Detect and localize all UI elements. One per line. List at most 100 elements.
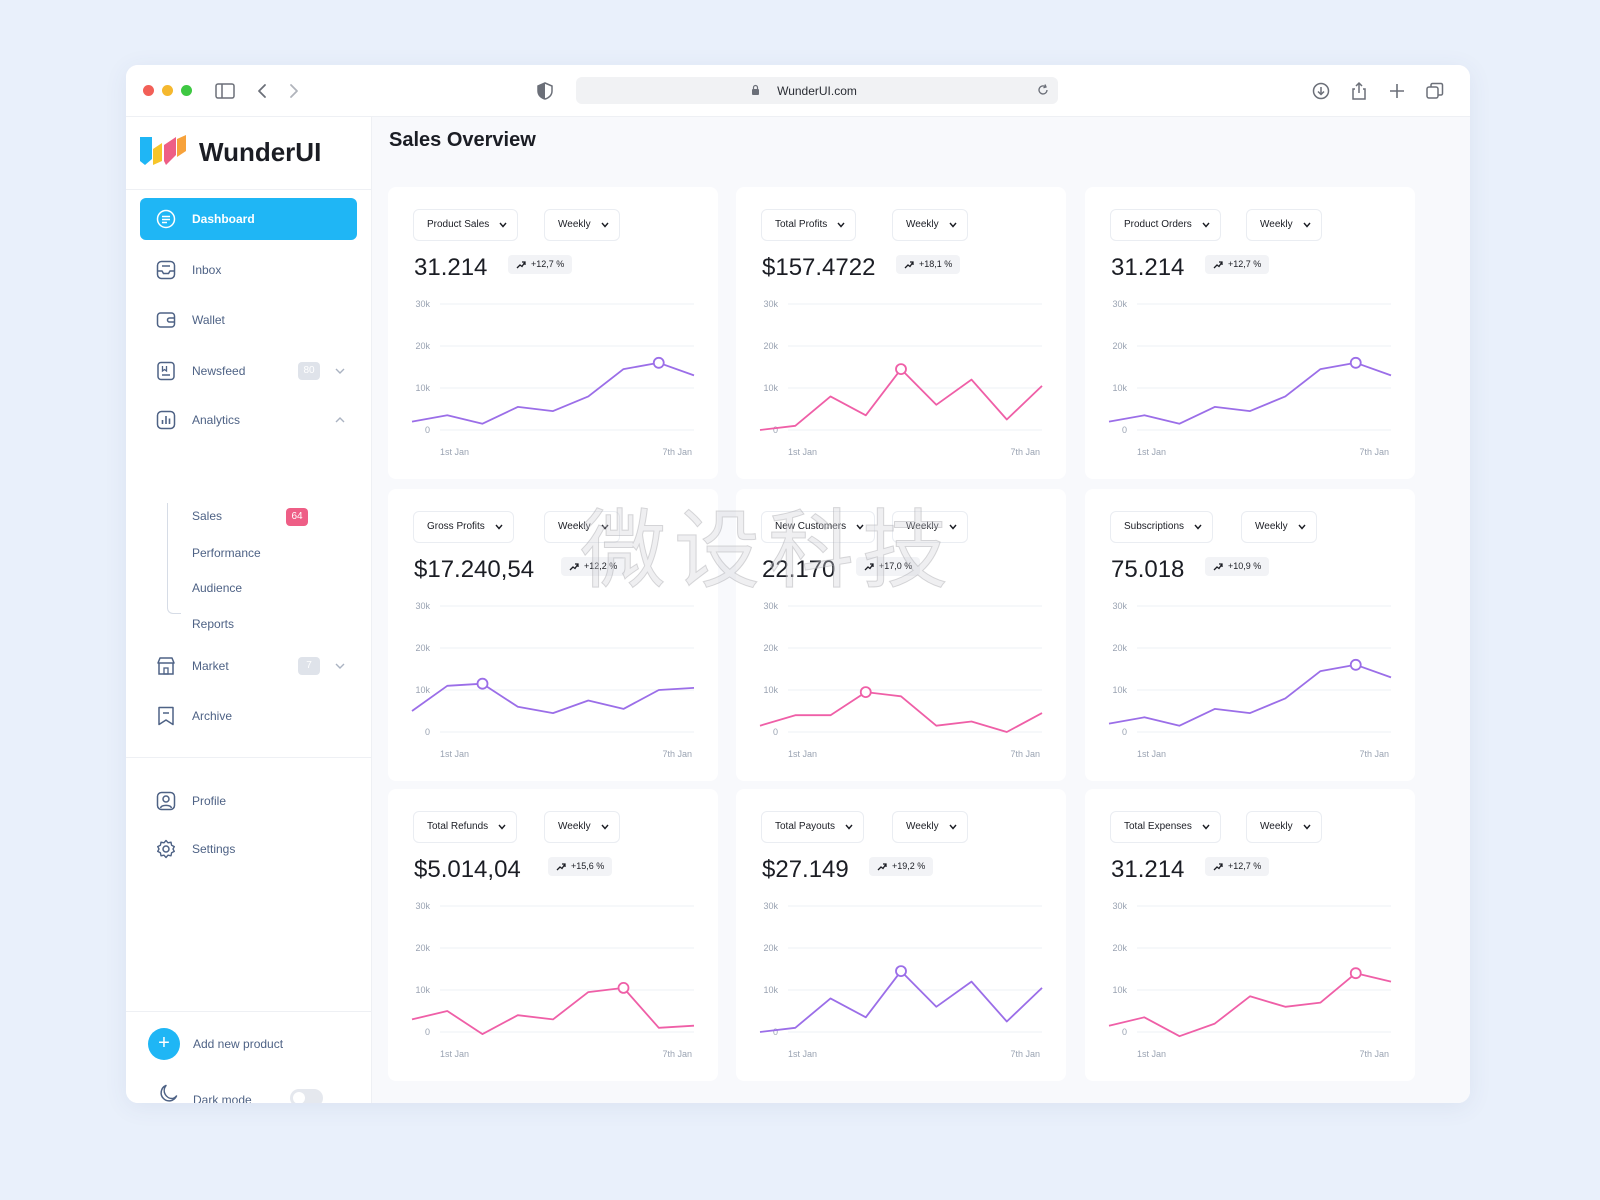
maximize-window-button[interactable] [181, 85, 192, 96]
x-tick-label: 1st Jan [1137, 1049, 1166, 1059]
metric-select[interactable]: Subscriptions [1110, 511, 1214, 543]
nav-inbox[interactable]: Inbox [140, 249, 357, 291]
y-tick-label: 0 [425, 1027, 430, 1037]
add-product-label[interactable]: Add new product [193, 1037, 284, 1051]
nav-dashboard[interactable]: Dashboard [140, 198, 357, 240]
metric-select-label: Total Refunds [427, 821, 489, 832]
sidebar-divider [126, 1011, 372, 1012]
submenu-connector [167, 503, 181, 614]
y-tick-label: 20k [1112, 341, 1127, 351]
period-select[interactable]: Weekly [1246, 209, 1322, 241]
chevron-down-icon[interactable] [334, 660, 346, 672]
x-tick-label: 1st Jan [1137, 749, 1166, 759]
tabs-overview-icon[interactable] [1424, 81, 1446, 101]
close-window-button[interactable] [143, 85, 154, 96]
highlighted-data-point[interactable] [1349, 967, 1362, 980]
chevron-down-icon [949, 824, 957, 830]
sidebar-toggle-icon[interactable] [214, 81, 236, 101]
period-select[interactable]: Weekly [1241, 511, 1317, 543]
highlighted-data-point[interactable] [652, 356, 665, 369]
subnav-audience[interactable]: Audience [192, 581, 243, 595]
x-tick-label: 7th Jan [1359, 447, 1389, 457]
change-value: +10,9 % [1228, 561, 1262, 571]
metric-select-label: New Customers [775, 521, 847, 532]
nav-newsfeed[interactable]: Newsfeed 80 [140, 350, 357, 392]
metric-select[interactable]: Total Profits [761, 209, 857, 241]
y-tick-label: 30k [763, 901, 778, 911]
metric-select-label: Gross Profits [427, 521, 485, 532]
y-tick-label: 30k [1112, 299, 1127, 309]
back-icon[interactable] [252, 81, 274, 101]
period-select[interactable]: Weekly [544, 811, 620, 843]
metric-select[interactable]: Total Refunds [413, 811, 518, 843]
total-payouts-card: Total Payouts Weekly $27.149 +19,2 % 30k 20k 1… [736, 789, 1066, 1081]
reload-icon[interactable] [1036, 83, 1050, 97]
metric-select[interactable]: Total Expenses [1110, 811, 1221, 843]
nav-market[interactable]: Market 7 [140, 645, 357, 687]
line-chart: 30k 20k 10k 0 1st Jan 7th Jan [759, 901, 1043, 1059]
change-badge: +10,9 % [1205, 557, 1270, 576]
nav-analytics[interactable]: Analytics [140, 399, 357, 441]
subnav-reports[interactable]: Reports [192, 617, 235, 631]
metric-select[interactable]: Product Orders [1110, 209, 1221, 241]
metric-select[interactable]: New Customers [761, 511, 876, 543]
x-tick-label: 1st Jan [788, 1049, 817, 1059]
period-select[interactable]: Weekly [892, 511, 968, 543]
x-tick-label: 1st Jan [1137, 447, 1166, 457]
inbox-icon [156, 260, 176, 280]
x-tick-label: 7th Jan [1010, 1049, 1040, 1059]
chevron-down-icon[interactable] [334, 365, 346, 377]
add-product-button[interactable]: + [148, 1028, 180, 1060]
y-tick-label: 10k [1112, 383, 1127, 393]
period-select[interactable]: Weekly [1246, 811, 1322, 843]
nav-profile[interactable]: Profile [140, 780, 357, 822]
minimize-window-button[interactable] [162, 85, 173, 96]
series-line [759, 691, 1043, 733]
metric-value: 31.214 [1111, 856, 1185, 883]
highlighted-data-point[interactable] [895, 363, 907, 375]
change-value: +17,0 % [879, 561, 913, 571]
dark-mode-toggle[interactable] [290, 1089, 323, 1103]
period-select-label: Weekly [906, 821, 939, 832]
period-select[interactable]: Weekly [544, 209, 620, 241]
y-tick-label: 20k [1112, 943, 1127, 953]
shield-icon[interactable] [534, 81, 556, 101]
change-badge: +19,2 % [869, 857, 934, 876]
period-select[interactable]: Weekly [892, 811, 968, 843]
brand-name: WunderUI [199, 137, 322, 167]
subnav-sales[interactable]: Sales [192, 509, 223, 523]
period-select[interactable]: Weekly [892, 209, 968, 241]
x-tick-label: 7th Jan [662, 447, 692, 457]
highlighted-data-point[interactable] [895, 965, 907, 977]
metric-select[interactable]: Total Payouts [761, 811, 865, 843]
y-tick-label: 20k [763, 341, 778, 351]
forward-icon[interactable] [282, 81, 304, 101]
new-tab-icon[interactable] [1386, 81, 1408, 101]
period-select[interactable]: Weekly [544, 511, 620, 543]
highlighted-data-point[interactable] [1349, 658, 1362, 671]
chevron-up-icon[interactable] [334, 414, 346, 426]
change-badge: +12,7 % [508, 255, 573, 274]
total-refunds-card: Total Refunds Weekly $5.014,04 +15,6 % 30k 20… [388, 789, 718, 1081]
metric-value: $5.014,04 [414, 856, 521, 883]
highlighted-data-point[interactable] [476, 677, 489, 690]
highlighted-data-point[interactable] [1349, 356, 1362, 369]
metric-select[interactable]: Product Sales [413, 209, 519, 241]
nav-archive[interactable]: Archive [140, 695, 357, 737]
highlighted-data-point[interactable] [617, 982, 630, 994]
highlighted-data-point[interactable] [859, 686, 872, 698]
change-badge: +18,1 % [896, 255, 961, 274]
y-tick-label: 30k [415, 901, 430, 911]
nav-settings[interactable]: Settings [140, 828, 357, 870]
address-bar[interactable]: WunderUI.com [576, 77, 1058, 104]
metric-value: 31.214 [414, 254, 488, 281]
subnav-performance[interactable]: Performance [192, 546, 261, 560]
download-icon[interactable] [1310, 81, 1332, 101]
share-icon[interactable] [1348, 81, 1370, 101]
nav-wallet[interactable]: Wallet [140, 299, 357, 341]
new-customers-card: New Customers Weekly 22.170 +17,0 % 30k 20k 10… [736, 489, 1066, 781]
nav-label: Newsfeed [192, 364, 246, 378]
metric-select[interactable]: Gross Profits [413, 511, 514, 543]
chevron-down-icon [949, 222, 957, 228]
change-value: +19,2 % [892, 861, 926, 871]
